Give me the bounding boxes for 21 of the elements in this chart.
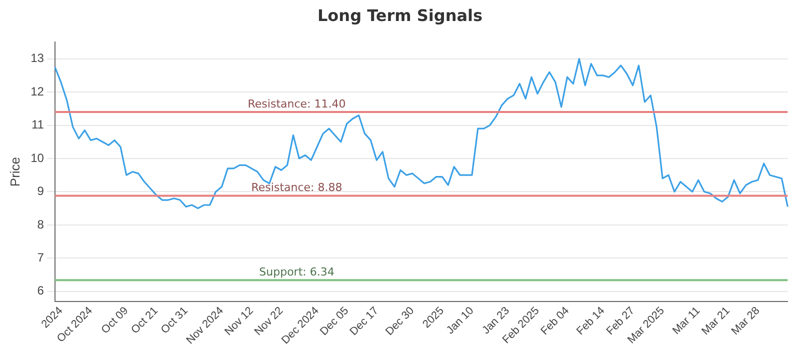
y-tick-label: 13 <box>30 51 44 66</box>
x-tick-label: Feb 14 <box>574 304 608 338</box>
y-tick-label: 10 <box>30 150 44 165</box>
x-tick-label: Oct 09 <box>99 304 131 336</box>
x-tick-label: Dec 17 <box>348 304 381 338</box>
ref-line-label: Resistance: 11.40 <box>248 97 346 110</box>
ref-line-label: Resistance: 8.88 <box>251 181 342 194</box>
x-tick-label: Oct 31 <box>158 304 190 336</box>
y-tick-label: 7 <box>37 250 44 264</box>
x-tick-label: Jan 10 <box>444 304 476 337</box>
chart-title: Long Term Signals <box>316 5 484 27</box>
y-tick-label: 8 <box>37 217 44 232</box>
y-tick-label: 12 <box>30 84 44 98</box>
y-tick-label: 6 <box>37 284 44 298</box>
y-axis-title: Price <box>7 156 22 187</box>
x-tick-label: Feb 04 <box>538 304 572 338</box>
y-tick-label: 9 <box>37 184 44 198</box>
x-tick-label: Dec 30 <box>384 304 417 338</box>
y-tick-label: 11 <box>31 118 44 132</box>
x-tick-label: Oct 21 <box>129 304 160 336</box>
ref-line-label: Support: 6.34 <box>259 265 334 278</box>
